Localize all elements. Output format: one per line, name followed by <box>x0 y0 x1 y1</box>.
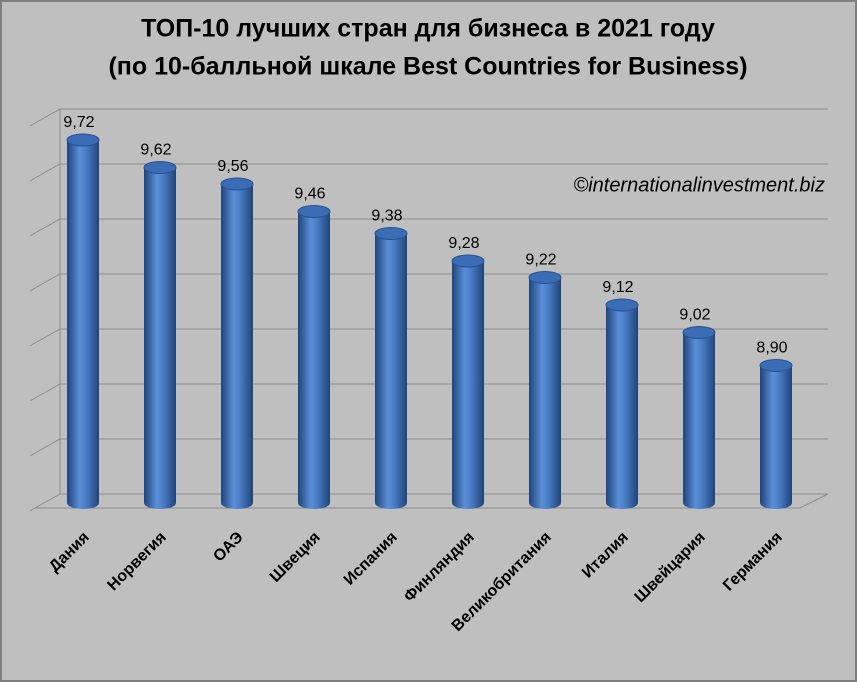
bar-top <box>143 161 177 174</box>
value-label: 9,56 <box>217 158 248 175</box>
bar-body <box>606 305 638 509</box>
bar-body <box>760 365 792 509</box>
bar-top <box>220 177 254 191</box>
value-label: 9,22 <box>525 252 556 269</box>
bar-top <box>682 326 716 339</box>
bar <box>605 298 639 509</box>
bar-top <box>605 298 639 312</box>
tick-mark <box>29 122 36 127</box>
tick-mark <box>29 287 36 292</box>
value-label: 8,90 <box>756 340 787 357</box>
bar-top <box>759 359 793 372</box>
value-label: 9,28 <box>448 235 479 252</box>
value-label: 9,62 <box>140 142 171 159</box>
tick-mark <box>29 342 36 347</box>
bar-top <box>528 271 562 284</box>
value-label: 9,72 <box>63 114 94 131</box>
bar-body <box>452 261 484 509</box>
value-label: 9,38 <box>371 208 402 225</box>
bar-body <box>529 277 561 509</box>
bar <box>143 161 177 509</box>
chart-title: ТОП-10 лучших стран для бизнеса в 2021 г… <box>141 15 715 43</box>
floor-front <box>35 493 829 509</box>
bar <box>66 133 100 509</box>
tick-mark <box>29 177 36 182</box>
bar <box>297 205 331 509</box>
bar <box>759 359 793 509</box>
tick-mark <box>29 507 36 512</box>
bar-body <box>375 233 407 509</box>
bar-body <box>683 332 715 509</box>
bar <box>220 177 254 509</box>
tick-mark <box>29 452 36 457</box>
tick-mark <box>29 397 36 402</box>
bar-body <box>67 140 99 509</box>
bar-body <box>298 211 330 509</box>
bar <box>682 326 716 509</box>
bar-top <box>451 254 485 268</box>
bar-top <box>374 227 408 240</box>
value-label: 9,12 <box>602 279 633 296</box>
chart-subtitle: (по 10-балльной шкале Best Countries for… <box>108 53 747 81</box>
watermark: ©internationalinvestment.biz <box>573 174 825 196</box>
bar-body <box>221 184 253 509</box>
bar <box>528 271 562 509</box>
bar-top <box>297 205 331 218</box>
bar <box>374 227 408 509</box>
bar-body <box>144 167 176 509</box>
bar <box>451 254 485 509</box>
value-label: 9,46 <box>294 186 325 203</box>
bar-top <box>66 133 100 147</box>
tick-mark <box>29 232 36 237</box>
value-label: 9,02 <box>679 307 710 324</box>
